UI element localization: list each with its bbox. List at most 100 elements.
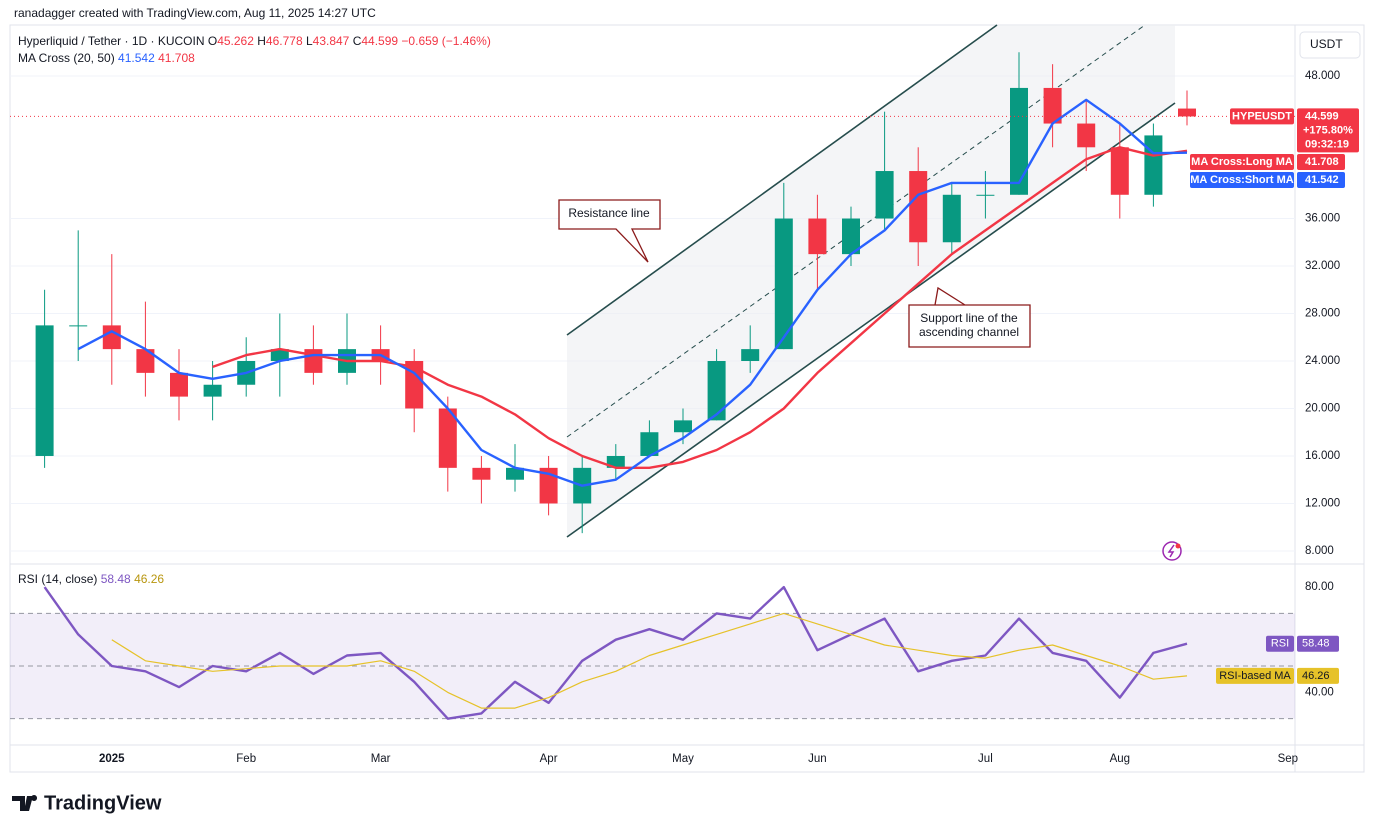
candle-body [640,432,659,456]
indicator-name: MA Cross (20, 50) [18,51,115,65]
annotation-callout [558,199,661,263]
y-tick-label: 24.000 [1305,355,1340,367]
price-badge-countdown: 09:32:19 [1305,138,1349,150]
candle-body [842,218,860,255]
currency-button[interactable] [1299,31,1361,59]
price-badge [1297,108,1359,153]
candle-body [472,467,491,480]
x-tick-label: Sep [1278,753,1298,765]
candle-body [102,325,121,350]
ohlc-label: C [353,34,362,48]
symbol-title: Hyperliquid / Tether · 1D · KUCOIN [18,34,205,48]
indicator-value: 58.48 [101,572,131,586]
badge-label: RSI-based MA [1219,670,1291,682]
candle-body [707,360,726,421]
badge-label: RSI [1271,638,1289,650]
candle-body [304,349,323,373]
series-line [212,146,1188,469]
y-tick-label: 48.000 [1305,70,1340,82]
value-badge [1297,154,1345,170]
annotation-callout [908,286,1031,348]
ohlc-label: L [306,34,313,48]
resistance-line [566,24,998,336]
candle-body [774,218,793,350]
plot: 8.000 12.000 16.000 20.000 24.000 28.000 32.00… [10,52,1359,765]
indicator-name: RSI (14, close) [18,572,97,586]
badge-label: MA Cross:Short MA [1190,174,1294,186]
price-badge-value: 44.599 [1305,110,1339,122]
brand: TradingView [44,792,162,814]
x-tick-label: Feb [236,753,256,765]
ohlc-value: 44.599 [361,34,398,48]
x-tick-label: Apr [540,753,558,765]
x-tick-label: Jul [978,753,993,765]
candle-body [1178,108,1196,117]
currency: USDT [1310,37,1343,51]
candle-body [909,171,928,243]
y-tick-label: 16.000 [1305,450,1340,462]
candle-body [405,360,424,409]
indicator-value: 46.26 [134,572,164,586]
candle-body [270,349,289,361]
badge-label: MA Cross:Long MA [1191,156,1293,168]
alert-icon[interactable] [1162,541,1182,561]
x-tick-label: 2025 [99,753,125,765]
y-tick-label: 20.000 [1305,403,1340,415]
credit: ranadagger created with TradingView.com,… [14,6,376,20]
value-badge-text: 58.48 [1302,638,1330,650]
y-tick-label: 12.000 [1305,497,1340,509]
y-tick-label: 32.000 [1305,260,1340,272]
candle-body [808,218,827,255]
candle-body [35,325,54,456]
candle-body [674,420,692,433]
candle-body [741,349,760,361]
series-line [111,612,1188,709]
x-tick-label: Mar [371,753,391,765]
candle-body [438,408,457,468]
badge [1190,172,1294,188]
candle-body [976,194,995,196]
x-tick-label: Aug [1110,753,1130,765]
candle-body [1010,87,1028,195]
badge-label: HYPEUSDT [1232,110,1292,122]
indicator-value: 41.542 [118,51,155,65]
value-badge [1297,172,1345,188]
candle-body [69,325,88,327]
candle-body [1144,135,1163,195]
change: −0.659 (−1.46%) [401,34,490,48]
ohlc-label: H [257,34,266,48]
value-badge-text: 41.542 [1305,174,1339,186]
series-line [77,98,1188,487]
ohlc-value: 46.778 [266,34,303,48]
ohlc-value: 45.262 [217,34,254,48]
candle-body [136,349,155,373]
legend-ma: MA Cross (20, 50) 41.542 41.708 [18,51,195,65]
candle-body [1110,147,1129,195]
value-badge [1297,635,1339,652]
candle-body [506,467,524,480]
annotation-text: Support line of the [920,311,1018,325]
annotation-text: Resistance line [568,206,650,220]
value-badge-text: 46.26 [1302,670,1330,682]
alert-icon-bolt [1167,544,1175,558]
candle-body [606,455,625,468]
y-tick-label: 80.00 [1305,581,1334,593]
y-tick-label: 28.000 [1305,308,1340,320]
candle-body [942,194,961,243]
candle-body [875,171,894,219]
price-badge-change: +175.80% [1303,124,1353,136]
candle-body [203,384,222,397]
badge [1190,154,1294,170]
candle-body [539,467,558,504]
x-tick-label: Jun [808,753,827,765]
candle-body [170,372,188,397]
ohlc-value: 43.847 [313,34,350,48]
x-tick-label: May [672,753,694,765]
legend-main: Hyperliquid / Tether · 1D · KUCOIN O45.2… [18,34,491,48]
candle-body [1077,123,1096,148]
brand-logo [12,795,38,811]
indicator-value: 41.708 [158,51,195,65]
legend-rsi: RSI (14, close) 58.48 46.26 [18,572,164,586]
value-badge [1297,667,1339,684]
alert-dot [1175,543,1181,549]
